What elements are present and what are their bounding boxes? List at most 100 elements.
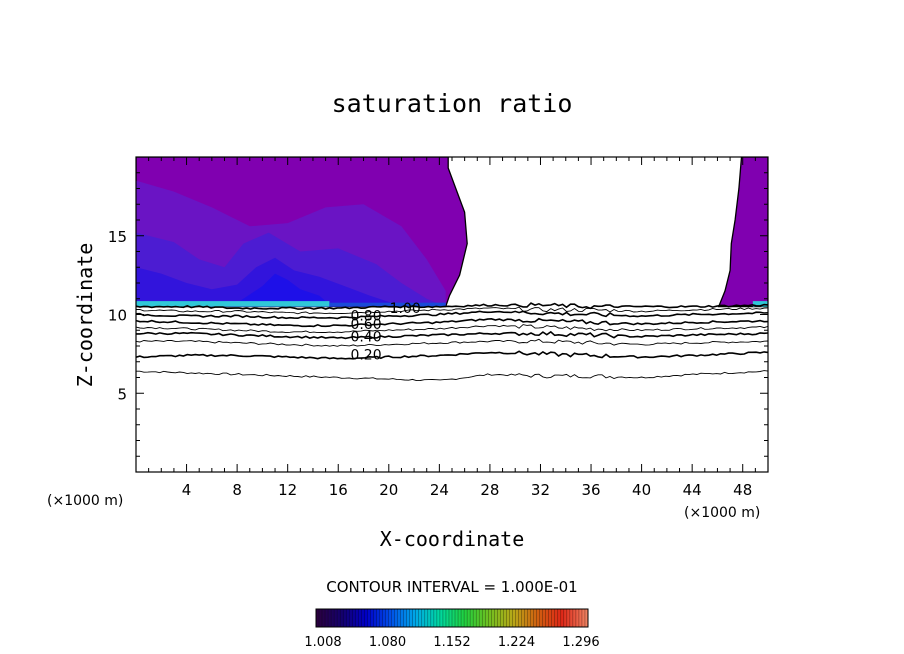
colorbar-swatch (509, 609, 513, 627)
colorbar-swatch (560, 609, 565, 627)
colorbar-swatch (572, 609, 577, 627)
colorbar-swatch (476, 609, 480, 627)
contour-label-1.00: 1.00 (390, 301, 421, 317)
colorbar-swatch (430, 609, 435, 627)
contour-line-0.20 (136, 350, 768, 360)
colorbar-swatch (331, 609, 335, 627)
x-tick-label: 48 (733, 481, 752, 499)
colorbar-swatch (373, 609, 377, 627)
x-tick-label: 4 (182, 481, 192, 499)
colorbar-swatch (500, 609, 504, 627)
colorbar-swatch (530, 609, 534, 627)
colorbar-swatch (539, 609, 543, 627)
colorbar-swatch (415, 609, 420, 627)
contour-line-0.40 (136, 330, 768, 340)
y-tick-label: 10 (108, 307, 127, 325)
x-tick-label: 28 (480, 481, 499, 499)
chart-title: saturation ratio (332, 89, 573, 118)
supersaturation-fill (136, 157, 768, 308)
x-tick-label: 44 (683, 481, 702, 499)
colorbar-swatch (379, 609, 383, 627)
colorbar-tick-label: 1.008 (304, 635, 341, 650)
colorbar-swatch (391, 609, 395, 627)
colorbar-swatch (551, 609, 556, 627)
x-tick-label: 16 (329, 481, 348, 499)
colorbar-swatch (376, 609, 380, 627)
colorbar-swatch (515, 609, 519, 627)
colorbar-swatch (316, 609, 320, 627)
y-tick-label: 15 (108, 228, 127, 246)
colorbar-swatch (349, 609, 353, 627)
contour-line-minor-0 (136, 370, 768, 382)
x-axis-label: X-coordinate (380, 527, 525, 551)
colorbar-swatch (367, 609, 371, 627)
colorbar-swatch (563, 609, 568, 627)
colorbar-swatch (491, 609, 495, 627)
colorbar-frame (315, 608, 589, 628)
colorbar-swatch (424, 609, 429, 627)
colorbar-tick-label: 1.080 (369, 635, 406, 650)
colorbar-swatch (455, 609, 459, 627)
y-axis-label: Z-coordinate (73, 243, 97, 388)
y-tick-labels: 5 10 15 (108, 228, 127, 404)
colorbar-swatch (388, 609, 392, 627)
y-tick-label: 5 (117, 385, 127, 403)
colorbar-swatch (406, 609, 410, 627)
colorbar-swatch (494, 609, 498, 627)
colorbar-swatch (575, 609, 580, 627)
colorbar-swatch (533, 609, 537, 627)
colorbar-swatch (584, 609, 589, 627)
contour-line-minor-3 (136, 306, 768, 315)
colorbar-swatch (334, 609, 338, 627)
contour-labels: 0.20 0.400.600.80 1.00 (350, 301, 420, 363)
contour-line-0.60 (136, 317, 768, 328)
colorbar-swatch (352, 609, 356, 627)
colorbar-swatch (394, 609, 398, 627)
contour-label-0.80: 0.80 (350, 308, 381, 324)
colorbar-swatch (355, 609, 359, 627)
colorbar-swatch (470, 609, 474, 627)
colorbar-swatch (497, 609, 501, 627)
colorbar (315, 608, 589, 628)
colorbar-swatch (337, 609, 341, 627)
colorbar-swatch (512, 609, 516, 627)
axis-ticks (135, 156, 769, 473)
colorbar-swatch (364, 609, 368, 627)
saturation-band-left (136, 301, 330, 307)
x-tick-label: 24 (430, 481, 449, 499)
colorbar-swatch (566, 609, 571, 627)
x-tick-label: 32 (531, 481, 550, 499)
colorbar-swatch (358, 609, 362, 627)
colorbar-swatch (442, 609, 447, 627)
colorbar-swatch (527, 609, 531, 627)
x-tick-label: 8 (232, 481, 242, 499)
contour-label-0.60: 0.60 (350, 317, 381, 333)
colorbar-swatch (340, 609, 344, 627)
colorbar-swatch (467, 609, 471, 627)
colorbar-tick-label: 1.152 (433, 635, 470, 650)
contour-line-minor-1 (136, 338, 768, 347)
shade-level-4 (230, 273, 332, 307)
colorbar-swatch (370, 609, 374, 627)
colorbar-swatch (578, 609, 583, 627)
colorbar-swatch (445, 609, 450, 627)
colorbar-swatch (482, 609, 486, 627)
colorbar-swatch (382, 609, 386, 627)
colorbar-swatch (322, 609, 326, 627)
colorbar-tick-label: 1.296 (562, 635, 599, 650)
x-tick-label: 36 (581, 481, 600, 499)
colorbar-swatch (412, 609, 417, 627)
colorbar-swatch (385, 609, 389, 627)
colorbar-swatch (325, 609, 329, 627)
colorbar-swatch (521, 609, 525, 627)
colorbar-swatch (361, 609, 365, 627)
colorbar-swatch (506, 609, 510, 627)
colorbar-swatch (524, 609, 528, 627)
colorbar-swatch (400, 609, 404, 627)
colorbar-tick-label: 1.224 (498, 635, 535, 650)
colorbar-swatch (545, 609, 550, 627)
colorbar-swatch (458, 609, 462, 627)
colorbar-swatch (452, 609, 456, 627)
supersat-region-1 (717, 157, 768, 308)
contour-line-0.80 (136, 310, 768, 320)
